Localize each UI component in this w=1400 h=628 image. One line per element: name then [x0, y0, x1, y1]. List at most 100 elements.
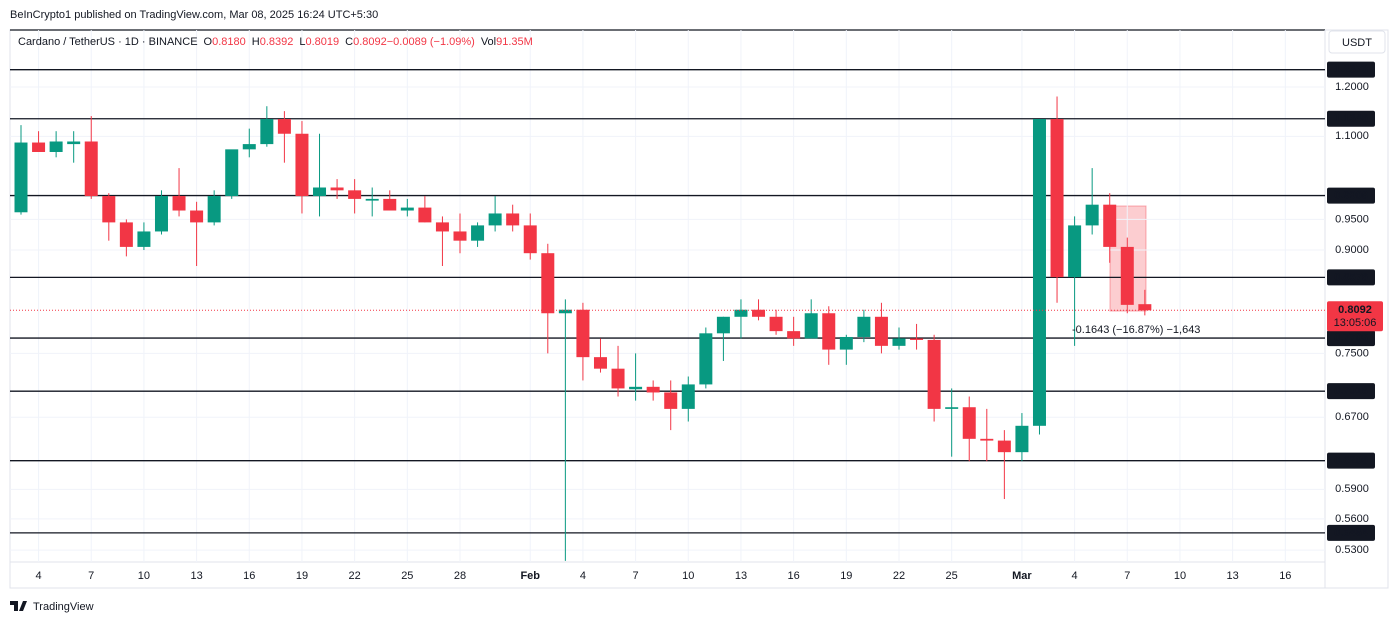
- candle-body: [400, 207, 414, 211]
- candle-body: [681, 384, 695, 409]
- candle-body: [910, 338, 924, 340]
- measure-label: -0.1643 (−16.87%) −1,643: [1072, 324, 1200, 336]
- y-tick-label: 0.6700: [1335, 411, 1369, 423]
- legend-label: L: [299, 36, 305, 48]
- legend-label: O: [204, 36, 213, 48]
- x-tick-label: 10: [682, 570, 694, 582]
- candle-body: [471, 225, 485, 241]
- candle-body: [1032, 119, 1046, 426]
- legend-value: 91.35M: [496, 36, 533, 48]
- x-tick-label: 13: [1227, 570, 1239, 582]
- level-label: 0.7705: [1334, 332, 1368, 344]
- level-label: 0.5464: [1334, 527, 1369, 539]
- labels: 1.2000 1.1000 0.9500 0.9000 0.7500 0.6700 0.59…: [35, 61, 1383, 582]
- candle-body: [418, 207, 432, 223]
- legend: Cardano / TetherUS · 1D · BINANCE O0.8180…: [18, 36, 533, 48]
- y-tick-label: 0.5900: [1335, 483, 1369, 495]
- level-tag: [1327, 110, 1375, 127]
- x-tick-label: 25: [946, 570, 958, 582]
- x-tick-label: 25: [401, 570, 413, 582]
- candle-body: [172, 196, 186, 211]
- candle-body: [330, 187, 344, 191]
- candle-body: [1120, 246, 1134, 305]
- legend-value: 0.8180: [212, 36, 246, 48]
- candle-body: [190, 210, 204, 223]
- candle-body: [119, 222, 133, 247]
- countdown: 13:05:06: [1334, 317, 1377, 329]
- y-tick-label: 0.5600: [1335, 513, 1369, 525]
- candle-body: [313, 187, 327, 197]
- candle-body: [49, 141, 63, 152]
- y-tick-label: 1.1000: [1335, 130, 1369, 142]
- x-tick-label: 10: [138, 570, 150, 582]
- x-tick-label: Feb: [520, 570, 540, 582]
- candle-body: [207, 196, 221, 223]
- legend-label: C: [345, 36, 353, 48]
- candle-body: [225, 149, 239, 197]
- candle-body: [435, 222, 449, 232]
- level-label: 1.2373: [1334, 64, 1368, 76]
- candle-body: [822, 313, 836, 350]
- candle-body: [839, 336, 853, 350]
- marks: [10, 69, 1325, 561]
- candle-body: [277, 119, 291, 134]
- candle-body: [558, 309, 572, 314]
- x-tick-label: 7: [1124, 570, 1130, 582]
- candle-body: [488, 213, 502, 226]
- candle-body: [383, 198, 397, 211]
- candle-body: [242, 144, 256, 150]
- candle-body: [102, 196, 116, 223]
- candle-body: [593, 357, 607, 369]
- level-tag: [1327, 330, 1375, 347]
- symbol: Cardano / TetherUS · 1D · BINANCE: [18, 36, 198, 48]
- candle-body: [962, 407, 976, 439]
- x-tick-label: 13: [735, 570, 747, 582]
- x-tick-label: 19: [840, 570, 852, 582]
- candle-body: [295, 133, 309, 197]
- level-label: 0.8576: [1334, 271, 1368, 283]
- level-tag: [1327, 187, 1375, 204]
- legend-value: −0.0089 (−1.09%): [387, 36, 475, 48]
- candle-body: [874, 316, 888, 346]
- candle-body: [716, 316, 730, 334]
- candle-body: [699, 333, 713, 385]
- candle-body: [804, 313, 818, 339]
- x-tick-label: 4: [580, 570, 586, 582]
- x-tick-label: 16: [243, 570, 255, 582]
- candle-body: [137, 231, 151, 247]
- candle-body: [664, 392, 678, 409]
- candle-body: [453, 231, 467, 241]
- candle-body: [945, 407, 959, 409]
- candle-body: [523, 225, 537, 254]
- level-label: 1.1346: [1334, 113, 1368, 125]
- candle-body: [506, 213, 520, 226]
- candle-body: [1050, 119, 1064, 278]
- candle-body: [541, 253, 555, 314]
- currency-button[interactable]: [1328, 30, 1386, 54]
- candle-body: [348, 190, 362, 199]
- level-tag: [1327, 269, 1375, 286]
- legend-value: 0.8392: [260, 36, 294, 48]
- y-tick-label: 1.2000: [1335, 81, 1369, 93]
- candle-body: [1138, 304, 1152, 311]
- candle-body: [32, 142, 46, 152]
- x-tick-label: 22: [349, 570, 361, 582]
- candle-body: [769, 316, 783, 332]
- level-tag: [1327, 452, 1375, 469]
- currency[interactable]: USDT: [1342, 37, 1372, 49]
- candle-body: [1085, 204, 1099, 226]
- legend-label: Vol: [481, 36, 496, 48]
- legend-value: 0.8019: [305, 36, 339, 48]
- candle-body: [14, 142, 28, 213]
- last-price-tag: [1327, 301, 1383, 332]
- x-tick-label: 16: [1279, 570, 1291, 582]
- y-tick-label: 0.5300: [1335, 544, 1369, 556]
- candle-body: [1068, 225, 1082, 278]
- published-note: BeInCrypto1 published on TradingView.com…: [10, 9, 378, 21]
- legend-value: 0.8092: [353, 36, 387, 48]
- candle-body: [997, 440, 1011, 453]
- level-tag: [1327, 383, 1375, 400]
- candle-body: [787, 331, 801, 339]
- candle-body: [576, 309, 590, 358]
